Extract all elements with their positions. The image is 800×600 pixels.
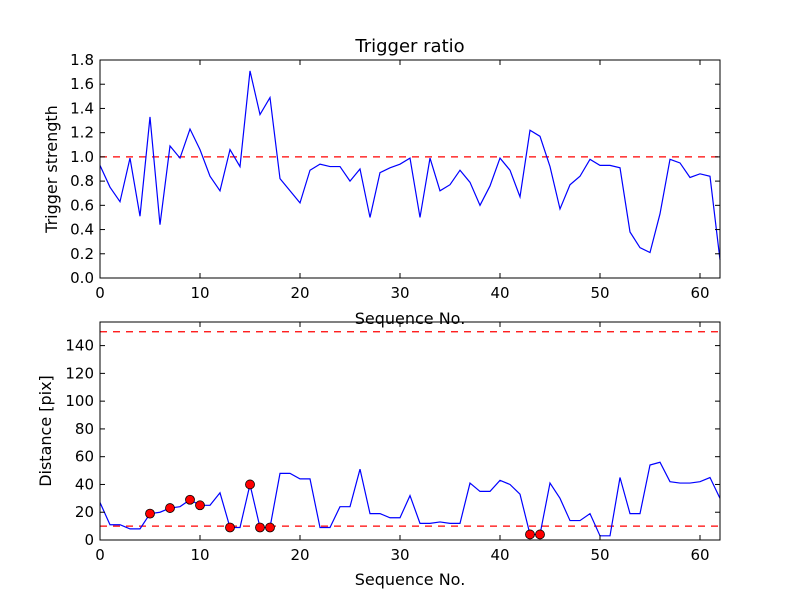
y-tick-label: 1.4 — [70, 99, 94, 117]
x-tick-label: 50 — [590, 284, 609, 302]
trigger-ratio-chart: 0 10 20 30 40 50 60 0.0 0.2 0.4 0.6 0.8 1.0 1.2 1.4 1.6… — [42, 36, 721, 328]
y-tick-label: 0.0 — [70, 269, 94, 287]
x-tick-label: 50 — [590, 546, 609, 564]
x-tick-label: 0 — [95, 546, 105, 564]
y-tick-label: 0.2 — [70, 245, 94, 263]
y-tick-label: 1.0 — [70, 148, 94, 166]
series-line-0 — [99, 70, 721, 260]
data-point-marker — [525, 529, 535, 540]
y-tick-label: 0.8 — [70, 172, 94, 190]
data-point-marker — [195, 500, 205, 511]
y-tick-label: 100 — [65, 392, 94, 410]
data-point-marker — [185, 494, 195, 505]
y-tick-label: 20 — [75, 503, 94, 521]
x-tick-label: 60 — [690, 284, 709, 302]
data-point-marker — [145, 508, 155, 519]
data-point-marker — [535, 529, 545, 540]
axes-frame — [99, 59, 721, 279]
y-tick-label: 0.6 — [70, 196, 94, 214]
x-axis-label: Sequence No. — [355, 570, 466, 589]
x-tick-label: 20 — [290, 284, 309, 302]
distance-chart: 0 10 20 30 40 50 60 0 20 40 60 80 100 120 140 Sequence … — [36, 321, 721, 589]
y-tick-label: 60 — [75, 448, 94, 466]
y-tick-label: 1.6 — [70, 75, 94, 93]
x-tick-label: 40 — [490, 546, 509, 564]
x-tick-label: 30 — [390, 284, 409, 302]
y-tick-label: 120 — [65, 364, 94, 382]
x-tick-label: 60 — [690, 546, 709, 564]
y-tick-label: 0.4 — [70, 221, 94, 239]
x-tick-label: 40 — [490, 284, 509, 302]
axes-frame — [99, 321, 721, 541]
data-point-marker — [165, 503, 175, 513]
x-tick-label: 10 — [190, 284, 209, 302]
y-tick-label: 40 — [75, 475, 94, 493]
y-axis-label: Trigger strength — [42, 105, 61, 234]
data-point-marker — [255, 522, 265, 533]
x-tick-label: 20 — [290, 546, 309, 564]
x-tick-label: 0 — [95, 284, 105, 302]
x-tick-label: 10 — [190, 546, 209, 564]
data-point-marker — [245, 479, 255, 490]
y-tick-label: 1.2 — [70, 124, 94, 142]
data-point-marker — [225, 522, 235, 533]
chart-title: Trigger ratio — [354, 36, 464, 57]
x-axis-label: Sequence No. — [355, 309, 466, 328]
y-tick-label: 0 — [84, 531, 94, 549]
y-tick-label: 1.8 — [70, 51, 94, 69]
data-point-marker — [265, 522, 275, 533]
x-tick-label: 30 — [390, 546, 409, 564]
y-tick-label: 80 — [75, 420, 94, 438]
y-tick-label: 140 — [65, 337, 94, 355]
y-axis-label: Distance [pix] — [36, 375, 55, 487]
